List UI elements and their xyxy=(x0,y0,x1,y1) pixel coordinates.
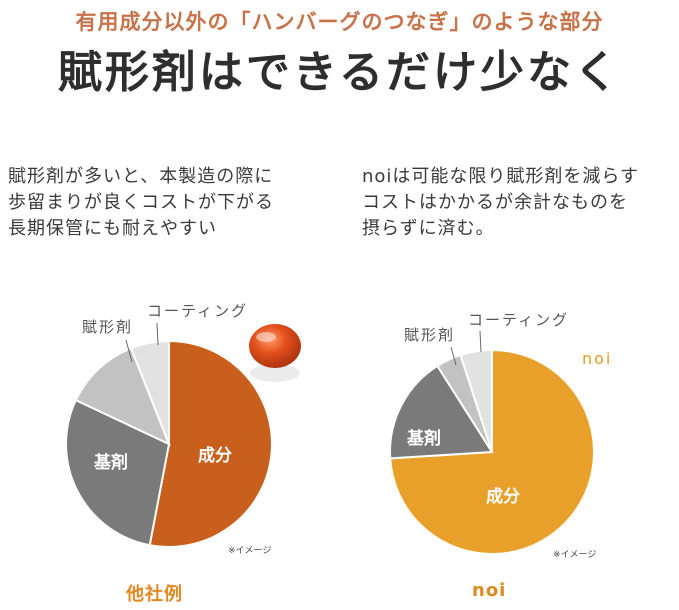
left-leader-coating xyxy=(156,322,159,346)
right-description-line: 摂らずに済む。 xyxy=(362,218,495,239)
left-description-line: 歩留まりが良くコストが下がる xyxy=(8,192,274,213)
right-label-coating: コーティング xyxy=(468,311,569,329)
caption-noi: noi xyxy=(472,580,507,601)
left-image-note: ※イメージ xyxy=(228,546,271,556)
left-description-line: 賦形剤が多いと、本製造の際に xyxy=(8,166,274,187)
noi-brand-label: noi xyxy=(582,349,612,368)
right-leader-coating xyxy=(479,330,482,353)
left-label-kizai: 基剤 xyxy=(93,452,128,473)
pie-slice-kizai xyxy=(65,398,171,547)
left-description: 賦形剤が多いと、本製造の際に 歩留まりが良くコストが下がる 長期保管にも耐えやす… xyxy=(8,164,274,242)
right-image-note: ※イメージ xyxy=(553,550,596,560)
left-description-line: 長期保管にも耐えやすい xyxy=(8,218,217,239)
pie-chart-noi xyxy=(389,348,595,555)
pie-slice-kizai xyxy=(389,364,494,460)
pie-slice-seibun xyxy=(148,339,273,548)
pie-chart-other-company xyxy=(65,339,273,548)
pie-slice-coating xyxy=(129,339,170,445)
right-label-seibun: 成分 xyxy=(486,486,520,507)
left-leader-fukeizai xyxy=(125,339,133,363)
capsule-image xyxy=(249,324,301,382)
page-title: 賦形剤はできるだけ少なく xyxy=(57,47,622,98)
left-label-fukeizai: 賦形剤 xyxy=(82,318,133,336)
right-label-fukeizai: 賦形剤 xyxy=(404,326,455,344)
right-label-kizai: 基剤 xyxy=(406,428,441,449)
right-description-line: noiは可能な限り賦形剤を減らす xyxy=(362,166,640,187)
right-description: noiは可能な限り賦形剤を減らす コストはかかるが余計なものを 摂らずに済む。 xyxy=(362,164,639,242)
pie-slice-coating xyxy=(459,348,493,453)
left-label-coating: コーティング xyxy=(147,302,248,320)
left-label-seibun: 成分 xyxy=(198,445,232,466)
subtitle: 有用成分以外の「ハンバーグのつなぎ」のような部分 xyxy=(75,10,604,34)
caption-other-company: 他社例 xyxy=(126,584,183,605)
right-leader-fukeizai xyxy=(450,346,457,366)
right-description-line: コストはかかるが余計なものを xyxy=(362,192,628,213)
